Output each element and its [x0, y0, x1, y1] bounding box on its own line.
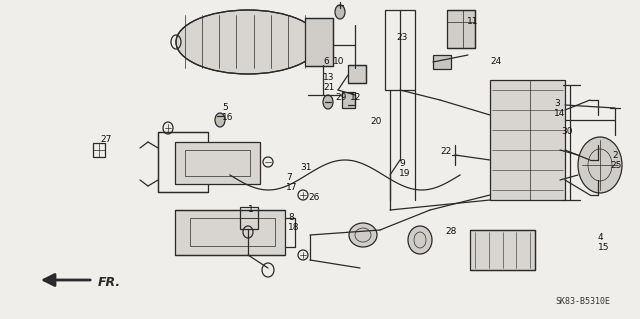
Text: 28: 28 — [445, 227, 456, 236]
Bar — [175, 142, 260, 184]
Bar — [447, 10, 475, 48]
Polygon shape — [342, 92, 355, 108]
Text: 7: 7 — [286, 174, 292, 182]
Text: 31: 31 — [300, 164, 312, 173]
Text: 27: 27 — [100, 136, 111, 145]
Text: 3: 3 — [554, 99, 560, 108]
Text: 21: 21 — [323, 83, 334, 92]
Text: 17: 17 — [286, 183, 298, 192]
Text: 4: 4 — [598, 234, 604, 242]
Bar — [470, 230, 535, 270]
Text: 24: 24 — [490, 57, 501, 66]
Text: 10: 10 — [333, 56, 344, 65]
Bar — [490, 80, 565, 200]
Ellipse shape — [215, 113, 225, 127]
Text: 30: 30 — [561, 127, 573, 136]
Bar — [185, 150, 250, 176]
Text: 22: 22 — [440, 147, 451, 157]
Text: 5: 5 — [222, 103, 228, 113]
Text: 16: 16 — [222, 114, 234, 122]
Bar — [433, 55, 451, 69]
Ellipse shape — [335, 5, 345, 19]
Text: 2: 2 — [612, 151, 618, 160]
Text: 9: 9 — [399, 159, 404, 167]
Text: 18: 18 — [288, 224, 300, 233]
Text: 20: 20 — [370, 117, 381, 127]
Text: 19: 19 — [399, 168, 410, 177]
Text: 13: 13 — [323, 72, 335, 81]
Text: 12: 12 — [350, 93, 362, 101]
Text: FR.: FR. — [98, 276, 121, 288]
Ellipse shape — [408, 226, 432, 254]
Ellipse shape — [323, 95, 333, 109]
Text: 26: 26 — [308, 194, 319, 203]
Bar — [175, 210, 285, 255]
Text: 15: 15 — [598, 243, 609, 253]
Bar — [305, 18, 333, 66]
Text: 14: 14 — [554, 108, 565, 117]
Ellipse shape — [176, 10, 320, 74]
Text: SK83-B5310E: SK83-B5310E — [555, 298, 610, 307]
Ellipse shape — [578, 137, 622, 193]
Text: 11: 11 — [467, 18, 479, 26]
Text: 6: 6 — [323, 56, 329, 65]
Text: 25: 25 — [610, 160, 621, 169]
Bar — [348, 65, 366, 83]
Bar — [158, 132, 208, 192]
Bar — [385, 10, 415, 90]
Ellipse shape — [349, 223, 377, 247]
Text: 29: 29 — [335, 93, 346, 101]
Bar — [93, 143, 105, 157]
Text: 8: 8 — [288, 213, 294, 222]
Text: 23: 23 — [396, 33, 408, 42]
Text: 1: 1 — [248, 204, 253, 213]
Bar — [190, 218, 275, 246]
Bar — [240, 207, 258, 229]
